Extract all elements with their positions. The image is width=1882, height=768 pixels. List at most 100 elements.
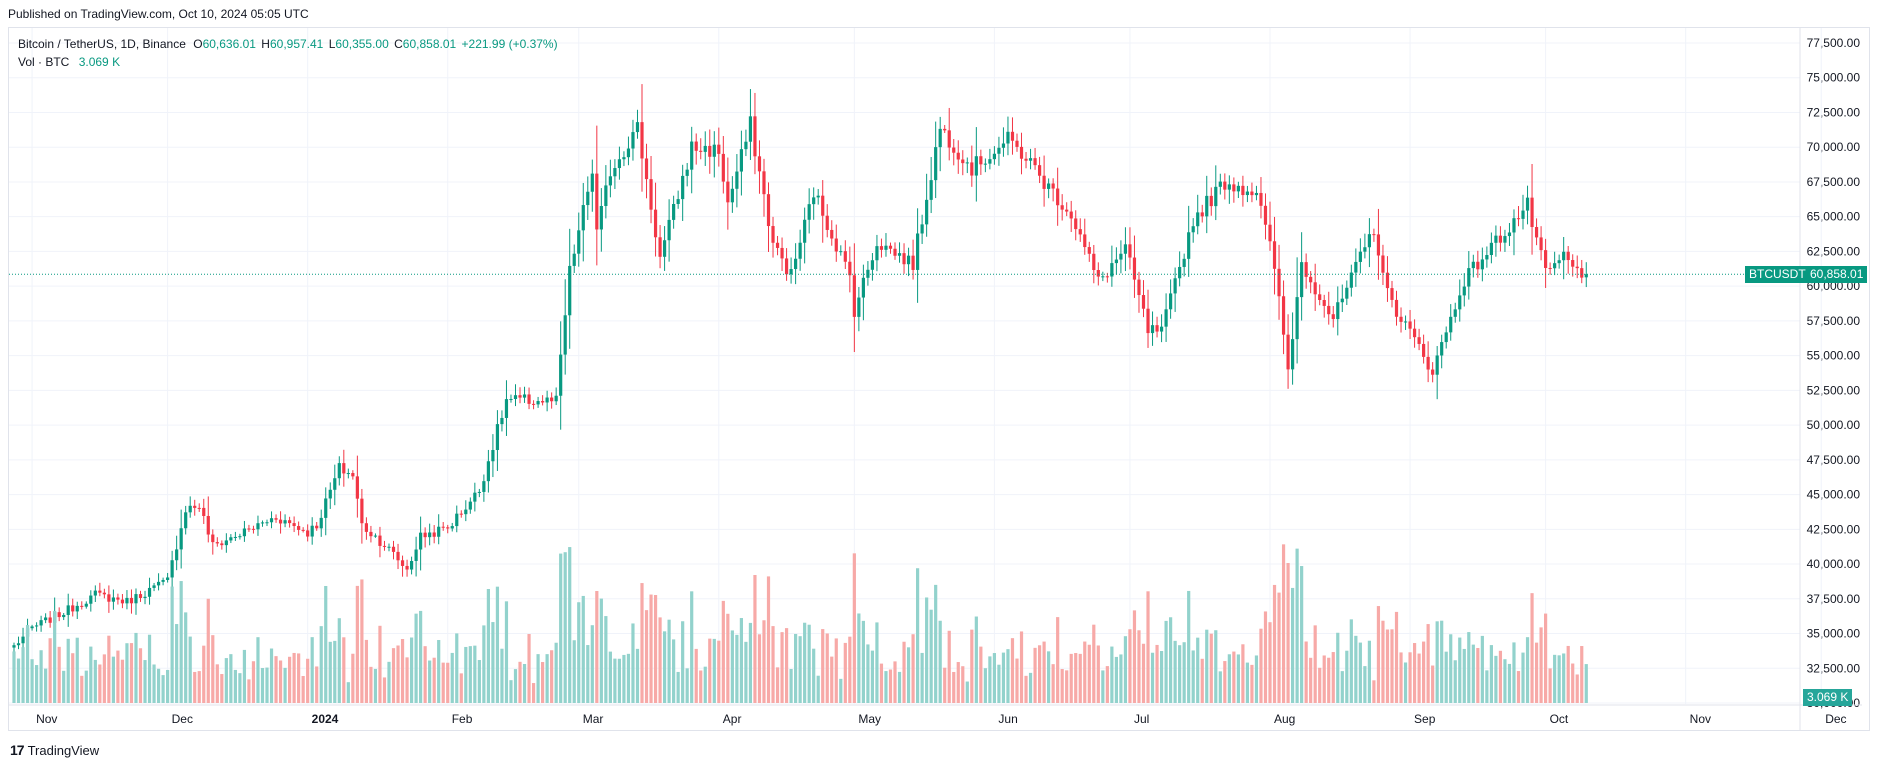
volume-bar [382, 677, 387, 703]
candle-body [1516, 218, 1521, 220]
volume-bar [780, 632, 784, 703]
candle-body [798, 242, 802, 259]
candle-body [613, 168, 617, 177]
volume-bar [775, 667, 780, 703]
volume-bar [708, 638, 712, 703]
candle-body [559, 354, 563, 396]
y-tick-label: 50,000.00 [1807, 418, 1861, 432]
volume-bar [1241, 644, 1245, 703]
candle-body [129, 597, 134, 604]
candle-body [843, 251, 847, 262]
volume-bar [992, 653, 997, 703]
candle-body [997, 147, 1001, 154]
volume-bar [536, 654, 540, 703]
candle-body [1223, 181, 1227, 190]
candle-body [568, 265, 572, 316]
candle-body [504, 399, 509, 418]
volume-bar [1164, 620, 1168, 703]
legend-open-label: O [193, 37, 203, 51]
candle-body [125, 597, 129, 604]
candle-body [1218, 181, 1222, 187]
volume-bar [400, 639, 405, 703]
volume-bar [1087, 644, 1091, 703]
chart-frame[interactable] [8, 27, 1870, 731]
candle-body [1304, 262, 1308, 277]
candle-body [1534, 227, 1539, 238]
volume-bar [681, 621, 685, 703]
volume-bar [247, 679, 251, 703]
volume-bar [500, 648, 504, 703]
volume-bar [925, 597, 929, 703]
volume-bar [1313, 625, 1317, 703]
symbol-badge: BTCUSDT [1745, 266, 1810, 283]
y-tick-label: 47,500.00 [1807, 453, 1861, 467]
volume-bar [1444, 651, 1448, 703]
volume-bar [509, 680, 513, 703]
volume-bar [80, 675, 84, 703]
volume-bar [771, 626, 775, 703]
candle-body [1132, 257, 1137, 280]
x-tick-label: Aug [1274, 712, 1295, 726]
candle-body [1263, 205, 1268, 225]
volume-bar [595, 591, 599, 703]
candle-body [1236, 185, 1240, 192]
candle-body [170, 560, 174, 578]
candle-body [1214, 186, 1218, 207]
candle-body [952, 147, 956, 153]
volume-bar [1254, 655, 1259, 703]
candle-body [1187, 232, 1191, 259]
volume-bar [1083, 641, 1087, 703]
candle-body [48, 617, 52, 623]
candle-body [662, 240, 667, 257]
volume-bar [1340, 671, 1344, 703]
volume-bar [513, 669, 518, 703]
candle-body [699, 150, 703, 152]
legend-symbol: Bitcoin / TetherUS, 1D, Binance [18, 37, 186, 51]
volume-bar [613, 658, 617, 703]
volume-bar [803, 622, 807, 703]
volume-bar [983, 668, 987, 703]
volume-bar [1462, 648, 1466, 703]
candle-body [71, 605, 75, 612]
candle-body [1327, 305, 1331, 315]
candle-body [441, 526, 445, 528]
volume-bar [1114, 656, 1118, 703]
candle-body [857, 297, 861, 317]
candle-body [1069, 211, 1073, 219]
candle-body [631, 132, 635, 149]
candle-body [681, 175, 685, 200]
candle-body [283, 520, 287, 524]
volume-bar [129, 643, 134, 703]
candle-body [333, 478, 337, 490]
volume-bar [1236, 654, 1240, 703]
volume-bar [1566, 645, 1570, 703]
candle-body [608, 176, 612, 186]
candle-body [812, 197, 816, 205]
candle-body [1092, 253, 1096, 271]
candle-body [373, 535, 378, 537]
candle-body [1489, 242, 1493, 256]
volume-bar [437, 640, 441, 703]
candle-body [577, 230, 581, 254]
volume-bar [757, 634, 762, 703]
volume-bar [658, 617, 662, 703]
candle-body [1128, 244, 1132, 258]
candle-body [102, 592, 106, 595]
legend-change: +221.99 (+0.37%) [461, 37, 558, 51]
candle-body [1119, 253, 1123, 260]
volume-bar [762, 620, 766, 703]
volume-bar [563, 552, 567, 703]
volume-bar [287, 656, 292, 703]
volume-bar [1069, 653, 1073, 703]
candle-body [649, 179, 653, 210]
volume-bar [1422, 641, 1426, 703]
volume-bar [1173, 640, 1177, 703]
volume-bar [464, 646, 468, 703]
candle-body [803, 219, 807, 243]
volume-bar [1263, 611, 1268, 703]
candle-body [586, 191, 590, 206]
candle-body [495, 424, 500, 451]
volume-bar [599, 598, 603, 703]
candle-body [1408, 321, 1412, 329]
